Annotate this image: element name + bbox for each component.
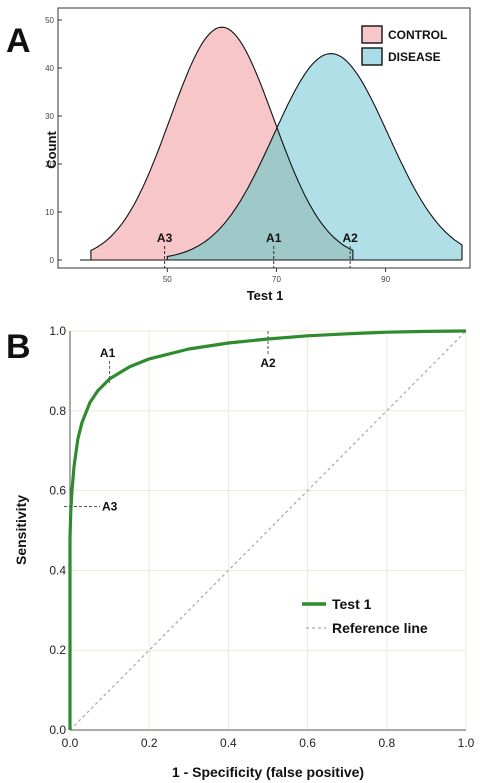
y-tick-label: 10: [45, 208, 54, 217]
roc-label-a3: A3: [102, 500, 118, 514]
y-tick-label: 20: [45, 160, 54, 169]
roc-label-a2: A2: [260, 356, 276, 370]
x-tick-label: 0.6: [299, 736, 316, 750]
panel-b-y-axis-title: Sensitivity: [13, 495, 29, 565]
y-tick-label: 0.8: [49, 404, 66, 418]
y-tick-label: 0.2: [49, 643, 66, 657]
cutoff-label-a1: A1: [266, 231, 282, 245]
roc-label-a1: A1: [100, 346, 116, 360]
x-tick-label: 50: [163, 275, 172, 284]
legend-label-control: CONTROL: [388, 28, 447, 42]
panel-a-x-axis-title: Test 1: [247, 288, 284, 303]
panel-a-plot: 0 10 20 30 40 50 50 70 90 A3 A1 A2: [45, 16, 463, 284]
cutoff-label-a3: A3: [157, 231, 173, 245]
panel-b-plot: 0.0 0.2 0.4 0.6 0.8 1.0 0.0 0.2 0.4 0.6 0.8 1.0 A1 A2…: [49, 324, 474, 750]
legend-label-reference: Reference line: [332, 620, 428, 636]
x-tick-label: 0.4: [220, 736, 237, 750]
panel-a-legend: CONTROL DISEASE: [361, 25, 447, 66]
y-tick-label: 30: [45, 112, 54, 121]
y-tick-label: 0.0: [49, 723, 66, 737]
y-tick-label: 1.0: [49, 324, 66, 338]
overlap-area: [167, 128, 353, 260]
legend-swatch-control: [361, 25, 383, 44]
y-tick-label: 50: [45, 16, 54, 25]
panel-a-letter: A: [6, 22, 31, 60]
x-tick-label: 90: [381, 275, 390, 284]
legend-swatch-disease: [361, 47, 383, 66]
panel-b-legend: Test 1 Reference line: [302, 596, 428, 636]
x-tick-label: 1.0: [458, 736, 475, 750]
legend-label-test-1: Test 1: [332, 596, 372, 612]
y-tick-label: 40: [45, 64, 54, 73]
x-tick-label: 70: [272, 275, 281, 284]
y-tick-label: 0.4: [49, 563, 66, 577]
reference-line: [69, 330, 467, 731]
y-tick-label: 0: [50, 256, 55, 265]
legend-label-disease: DISEASE: [388, 50, 441, 64]
x-tick-label: 0.0: [62, 736, 79, 750]
disease-curve: [166, 53, 463, 261]
y-tick-label: 0.6: [49, 484, 66, 498]
panel-b-letter: B: [6, 328, 31, 366]
panel-b-x-axis-title: 1 - Specificity (false positive): [172, 764, 364, 780]
control-curve: [90, 26, 354, 261]
x-tick-label: 0.2: [141, 736, 158, 750]
cutoff-label-a2: A2: [342, 231, 358, 245]
x-tick-label: 0.8: [378, 736, 395, 750]
panel-a-y-axis-title: Count: [44, 131, 59, 169]
roc-curve-test-1: [68, 329, 467, 730]
